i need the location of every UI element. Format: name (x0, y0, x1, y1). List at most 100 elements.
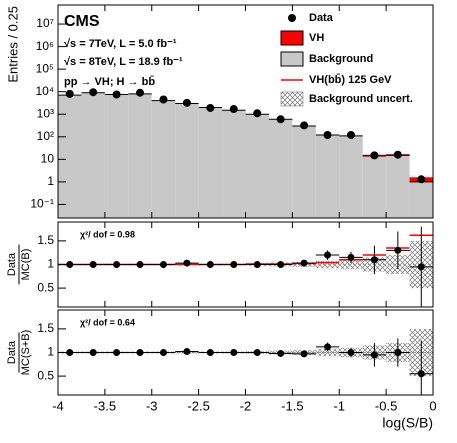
legend-label: VH(bb̄) 125 GeV (309, 74, 392, 86)
data-point (324, 131, 332, 139)
data-point (347, 131, 355, 139)
y-tick-label: 10⁷ (36, 16, 54, 30)
data-point (90, 349, 97, 356)
y-tick-label: 10⁻¹ (30, 197, 54, 211)
data-point (300, 121, 308, 129)
background-bar (386, 155, 409, 218)
data-point (183, 348, 190, 355)
x-tick-label: -1.5 (281, 398, 303, 413)
data-point (418, 370, 425, 377)
legend-swatch (281, 52, 303, 66)
background-bar (152, 101, 175, 218)
y-tick-label: 10⁴ (35, 84, 54, 98)
background-bar (269, 119, 292, 218)
background-bar (363, 156, 386, 218)
data-point (254, 349, 261, 356)
x-tick-label: -2.5 (187, 398, 209, 413)
background-bar (339, 136, 362, 218)
y-tick-label: 10³ (37, 106, 54, 120)
data-point (66, 349, 73, 356)
y-tick-label: 0.5 (37, 280, 54, 294)
data-point (394, 349, 401, 356)
data-point (277, 115, 285, 123)
legend-marker (288, 14, 296, 22)
background-bar (105, 95, 128, 218)
x-tick-label: -2 (240, 398, 252, 413)
plot-area (58, 88, 433, 218)
legend-label: Background uncert. (309, 93, 413, 105)
x-tick-label: -3 (146, 398, 158, 413)
data-point (66, 90, 74, 98)
legend-label: VH (309, 32, 324, 44)
data-point (347, 254, 354, 261)
background-bar (175, 103, 198, 218)
data-point (183, 99, 191, 107)
legend-swatch (281, 92, 303, 106)
data-point (277, 350, 284, 357)
y-tick-label: 0.5 (37, 368, 54, 382)
data-point (137, 261, 144, 268)
data-point (90, 261, 97, 268)
x-tick-label: -0.5 (375, 398, 397, 413)
data-point (324, 343, 331, 350)
background-bar (128, 94, 151, 218)
x-tick-label: -1 (333, 398, 345, 413)
data-point (160, 349, 167, 356)
data-point (230, 349, 237, 356)
x-tick-label: 0 (429, 398, 436, 413)
data-point (137, 349, 144, 356)
data-point (324, 252, 331, 259)
data-point (207, 261, 214, 268)
background-bar (58, 95, 81, 218)
data-point (113, 261, 120, 268)
y-tick-label: 1.5 (37, 233, 54, 247)
data-point (371, 351, 378, 358)
annotation: pp → VH; H → bb̄ (64, 76, 155, 88)
x-tick-label: -3.5 (94, 398, 116, 413)
y-axis-label: Entries / 0.25 (5, 6, 20, 83)
data-point (113, 91, 121, 99)
data-point (253, 109, 261, 117)
background-bar (292, 126, 315, 218)
data-point (417, 175, 425, 183)
y-tick-label: 10⁵ (36, 61, 54, 75)
legend-label: Data (309, 12, 334, 24)
y-tick-label: 1 (47, 257, 54, 271)
y-tick-label: 10 (41, 152, 55, 166)
background-bar (199, 107, 222, 218)
background-bar (246, 114, 269, 218)
background-bar (81, 93, 104, 218)
background-bar (316, 135, 339, 218)
data-point (394, 247, 401, 254)
data-point (301, 350, 308, 357)
x-axis-label: log(S/B) (382, 415, 433, 431)
y-label-numerator: Data (6, 252, 18, 276)
y-tick-label: 1 (47, 174, 54, 188)
x-tick-label: -4 (52, 398, 64, 413)
data-point (254, 261, 261, 268)
data-point (160, 261, 167, 268)
y-label-denominator: MC(S+B) (20, 330, 32, 376)
data-point (207, 349, 214, 356)
data-point (347, 349, 354, 356)
data-point (371, 256, 378, 263)
background-bar (222, 110, 245, 218)
y-label-denominator: MC(B) (20, 249, 32, 281)
data-point (136, 89, 144, 97)
legend-swatch (281, 31, 303, 45)
data-point (230, 261, 237, 268)
stat-label: χ²/ dof = 0.64 (80, 317, 135, 327)
data-point (206, 104, 214, 112)
annotation: √s = 7TeV, L = 5.0 fb⁻¹ (64, 38, 177, 50)
data-point (418, 263, 425, 270)
stat-label: χ²/ dof = 0.98 (80, 229, 135, 239)
y-label-numerator: Data (6, 340, 18, 364)
y-tick-label: 1 (47, 345, 54, 359)
data-point (370, 151, 378, 159)
data-point (394, 151, 402, 159)
data-point (301, 260, 308, 267)
background-bar (410, 182, 433, 218)
y-tick-label: 10² (37, 129, 54, 143)
y-tick-label: 1.5 (37, 321, 54, 335)
